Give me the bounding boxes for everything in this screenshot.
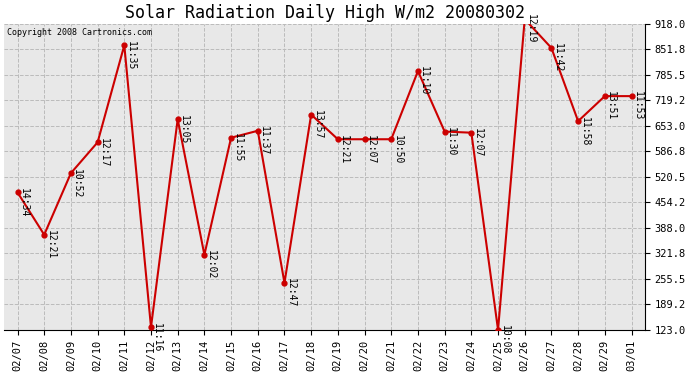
Text: 13:57: 13:57 [313,110,322,140]
Text: 11:55: 11:55 [233,133,242,162]
Text: 12:07: 12:07 [366,135,376,164]
Text: 11:30: 11:30 [446,127,456,156]
Text: 12:19: 12:19 [526,15,536,44]
Title: Solar Radiation Daily High W/m2 20080302: Solar Radiation Daily High W/m2 20080302 [124,4,524,22]
Text: 10:50: 10:50 [393,135,402,164]
Text: Copyright 2008 Cartronics.com: Copyright 2008 Cartronics.com [8,28,152,38]
Text: 11:10: 11:10 [420,66,429,96]
Text: 14:34: 14:34 [19,188,29,217]
Text: 11:58: 11:58 [580,117,589,146]
Text: 11:42: 11:42 [553,44,563,73]
Text: 10:52: 10:52 [72,168,82,198]
Text: 12:07: 12:07 [473,128,483,158]
Text: 12:21: 12:21 [46,230,55,260]
Text: 12:21: 12:21 [339,135,349,164]
Text: 11:37: 11:37 [259,126,269,156]
Text: 12:17: 12:17 [99,138,109,167]
Text: 12:47: 12:47 [286,278,296,308]
Text: 13:05: 13:05 [179,115,189,144]
Text: 11:35: 11:35 [126,40,136,70]
Text: 11:16: 11:16 [152,322,162,352]
Text: 13:51: 13:51 [606,92,616,121]
Text: 12:02: 12:02 [206,250,216,279]
Text: 11:53: 11:53 [633,92,643,121]
Text: 10:08: 10:08 [500,325,509,355]
